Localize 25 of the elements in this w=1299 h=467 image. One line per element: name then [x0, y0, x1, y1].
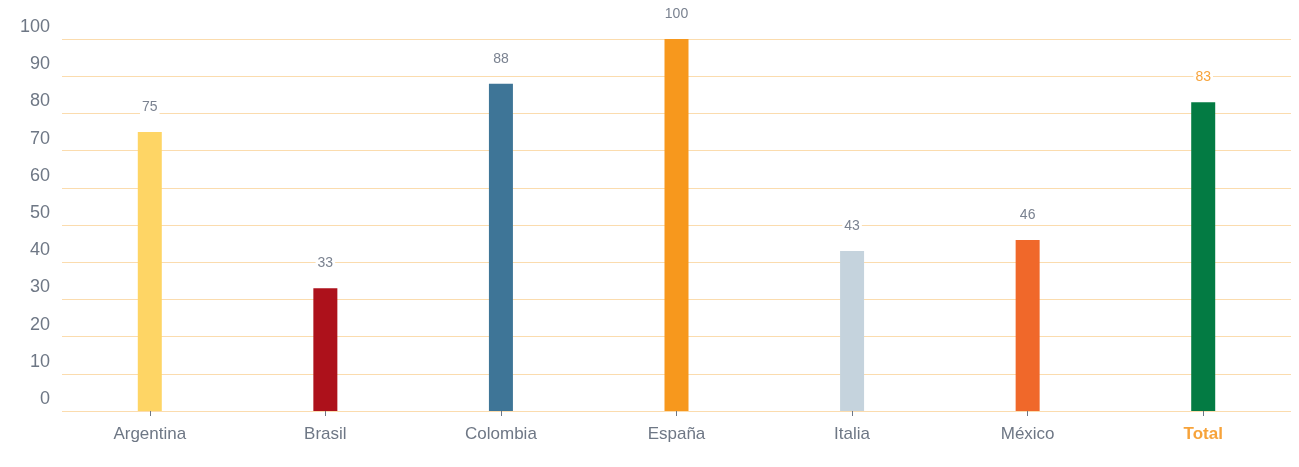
y-tick-label: 30 [29, 276, 50, 297]
x-tick-label: Colombia [465, 424, 538, 443]
x-tick-label: España [647, 424, 706, 443]
x-tick-label: Brasil [304, 424, 347, 443]
y-tick-label: 40 [29, 239, 50, 260]
data-label: 83 [1195, 68, 1212, 85]
data-label: 46 [1019, 205, 1036, 222]
y-tick-label: 100 [19, 16, 50, 36]
x-tick-label: Argentina [113, 424, 187, 443]
y-tick-label: 60 [29, 164, 50, 185]
x-tick-label: México [1000, 424, 1055, 443]
x-tick-label: Italia [834, 424, 871, 443]
y-tick-label: 80 [29, 90, 50, 111]
y-tick-label: 90 [29, 53, 50, 74]
x-tick-label: Total [1183, 424, 1223, 443]
y-tick-label: 50 [29, 202, 50, 222]
data-label: 43 [844, 217, 861, 234]
y-tick-label: 70 [29, 127, 50, 148]
data-label: 33 [317, 254, 334, 271]
data-label: 100 [664, 5, 689, 21]
y-tick-label: 10 [29, 350, 50, 371]
y-tick-label: 0 [39, 388, 50, 408]
y-tick-label: 20 [29, 313, 50, 334]
data-label: 88 [493, 49, 509, 66]
data-label: 75 [142, 98, 158, 114]
